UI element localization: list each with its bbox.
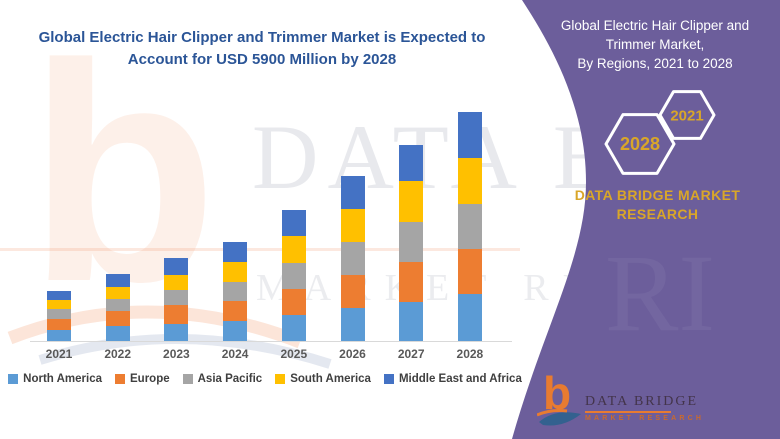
bar-2025-asia-pacific [281, 262, 306, 289]
hexagon-2021-label: 2021 [670, 108, 703, 125]
x-tick-2026: 2026 [339, 347, 366, 361]
legend-label: Middle East and Africa [398, 373, 522, 385]
bar-2028-middle-east-and-africa [457, 112, 482, 159]
bar-2026-middle-east-and-africa [340, 176, 365, 210]
legend: North America Europe Asia Pacific South Ame… [8, 373, 522, 385]
chart-title-line2: Account for USD 5900 Million by 2028 [127, 51, 397, 68]
bar-2025-europe [281, 288, 306, 315]
bar-2028-asia-pacific [457, 203, 482, 250]
legend-label: South America [290, 373, 371, 385]
legend-item-north-america: North America [8, 373, 102, 385]
bar-2023-middle-east-and-africa [164, 257, 189, 275]
bar-2025-south-america [281, 236, 306, 263]
databridge-logo-subtitle: MARKET RESEARCH [585, 415, 705, 422]
bar-2025-north-america [281, 314, 306, 341]
bar-2025-middle-east-and-africa [281, 210, 306, 237]
bar-2021-north-america [47, 330, 71, 341]
bar-2023-europe [164, 305, 189, 324]
legend-item-middle-east-and-africa: Middle East and Africa [383, 373, 522, 385]
bar-2026-north-america [340, 308, 365, 341]
databridge-logo: b DATA BRIDGE MARKET RESEARCH [537, 370, 763, 432]
bar-2024-asia-pacific [223, 281, 248, 302]
bar-2027-asia-pacific [399, 222, 424, 263]
bar-2027-middle-east-and-africa [399, 145, 424, 182]
bar-2026-asia-pacific [340, 242, 365, 275]
x-tick-2021: 2021 [45, 347, 73, 361]
x-tick-2024: 2024 [221, 347, 249, 361]
side-panel-brand: DATA BRIDGE MARKET RESEARCH [574, 187, 741, 222]
databridge-swoosh-icon [537, 409, 581, 426]
databridge-logo-text: DATA BRIDGE MARKET RESEARCH [585, 394, 704, 422]
legend-label: Europe [130, 373, 170, 385]
bar-2027-europe [399, 262, 424, 303]
purple-curve-panel [512, 0, 780, 439]
legend-label: Asia Pacific [197, 373, 263, 385]
bar-2026-south-america [340, 209, 365, 243]
side-panel-title-line1: Global Electric Hair Clipper and Trimmer… [560, 18, 750, 52]
bar-2027-south-america [399, 181, 424, 223]
bar-2024-europe [223, 301, 248, 322]
hexagon-2021: 2021 [658, 90, 716, 140]
legend-swatch-icon [182, 374, 193, 384]
bar-2028-north-america [457, 293, 482, 341]
x-tick-2027: 2027 [397, 347, 425, 361]
bar-2022-middle-east-and-africa [105, 274, 130, 288]
bar-2021-middle-east-and-africa [47, 290, 71, 300]
databridge-b-icon: b [543, 367, 572, 419]
x-tick-2023: 2023 [163, 347, 190, 361]
panel-pattern-text: RI [605, 232, 715, 354]
bar-2022-asia-pacific [105, 299, 130, 311]
legend-swatch-icon [8, 374, 19, 384]
bar-2021-asia-pacific [47, 308, 71, 320]
bar-2021-south-america [47, 299, 71, 309]
bar-2022-south-america [105, 287, 130, 300]
side-panel-title: Global Electric Hair Clipper and Trimmer… [540, 16, 770, 73]
chart-title: Global Electric Hair Clipper and Trimmer… [12, 27, 512, 71]
bar-2021-europe [47, 319, 71, 331]
x-tick-2028: 2028 [456, 347, 484, 361]
bar-2027-north-america [399, 302, 424, 341]
bar-2023-south-america [164, 274, 189, 291]
legend-item-south-america: South America [275, 373, 371, 385]
chart-title-line1: Global Electric Hair Clipper and Trimmer… [38, 29, 486, 46]
bar-2024-south-america [223, 261, 248, 282]
legend-item-europe: Europe [115, 373, 170, 385]
bar-2024-middle-east-and-africa [223, 241, 248, 262]
databridge-logo-underline [585, 411, 671, 413]
hexagon-2028: 2028 [604, 113, 676, 175]
bar-2023-north-america [164, 323, 189, 341]
bar-2026-europe [340, 275, 365, 308]
databridge-logo-name: DATA BRIDGE [585, 394, 699, 409]
x-tick-2022: 2022 [104, 347, 132, 361]
x-tick-2025: 2025 [280, 347, 308, 361]
bar-2028-europe [457, 249, 482, 294]
legend-swatch-icon [383, 374, 394, 384]
bar-2024-north-america [223, 321, 248, 341]
hexagon-2028-label: 2028 [620, 134, 660, 154]
side-panel-title-line2: By Regions, 2021 to 2028 [577, 56, 733, 71]
bar-2023-asia-pacific [164, 290, 189, 306]
bar-2022-europe [105, 310, 130, 326]
x-axis-line [30, 341, 512, 342]
legend-swatch-icon [275, 374, 286, 384]
bar-2022-north-america [105, 325, 130, 341]
legend-swatch-icon [115, 374, 125, 384]
legend-item-asia-pacific: Asia Pacific [182, 373, 263, 385]
bar-2028-south-america [457, 158, 482, 204]
legend-label: North America [23, 373, 102, 385]
